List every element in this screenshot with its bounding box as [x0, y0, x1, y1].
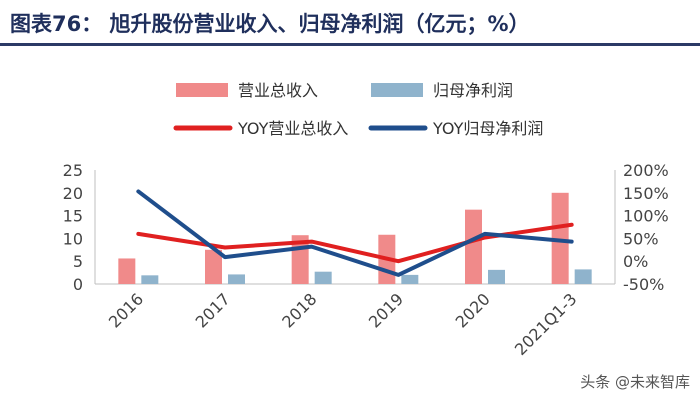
title-bar: 图表76： 旭升股份营业收入、归母净利润（亿元；%） [0, 0, 700, 46]
y-left-tick-label: 5 [73, 252, 83, 271]
bar-net-profit [574, 269, 592, 284]
legend-label: YOY归母净利润 [432, 119, 543, 138]
y-left-tick-label: 20 [63, 184, 83, 203]
y-right-tick-label: 150% [623, 184, 669, 203]
legend-label: YOY营业总收入 [237, 119, 348, 138]
y-left-tick-label: 10 [63, 229, 83, 248]
bar-net-profit [488, 269, 505, 284]
y-left-tick-label: 0 [73, 275, 83, 294]
y-left-tick-label: 15 [63, 207, 83, 226]
bar-net-profit [141, 275, 159, 284]
y-right-tick-label: 100% [623, 207, 669, 226]
bar-revenue [205, 249, 222, 284]
title-rule [0, 43, 700, 46]
x-tick-label: 2019 [365, 289, 407, 331]
y-right-tick-label: -50% [623, 275, 664, 294]
legend-swatch [176, 83, 228, 97]
bar-revenue [465, 209, 482, 284]
legend-label: 营业总收入 [238, 81, 318, 100]
x-tick-label: 2020 [452, 289, 494, 331]
bar-net-profit [401, 274, 419, 284]
chart-title: 图表76： 旭升股份营业收入、归母净利润（亿元；%） [10, 12, 530, 36]
bar-net-profit [228, 274, 245, 284]
y-right-tick-label: 50% [623, 229, 659, 248]
x-tick-label: 2021Q1-3 [511, 289, 581, 359]
legend-swatch [371, 83, 423, 97]
bar-revenue [551, 192, 569, 284]
y-right-tick-label: 0% [623, 252, 648, 271]
y-right-tick-label: 200% [623, 161, 669, 180]
line-yoy-net-profit [136, 189, 574, 277]
y-left-tick-label: 25 [63, 161, 83, 180]
legend-label: 归母净利润 [433, 81, 513, 100]
x-tick-label: 2017 [192, 289, 234, 331]
bar-net-profit [314, 271, 332, 284]
bar-revenue [118, 258, 136, 284]
x-tick-label: 2016 [105, 289, 147, 331]
x-tick-label: 2018 [278, 289, 320, 331]
watermark: 头条 @未来智库 [580, 373, 690, 391]
